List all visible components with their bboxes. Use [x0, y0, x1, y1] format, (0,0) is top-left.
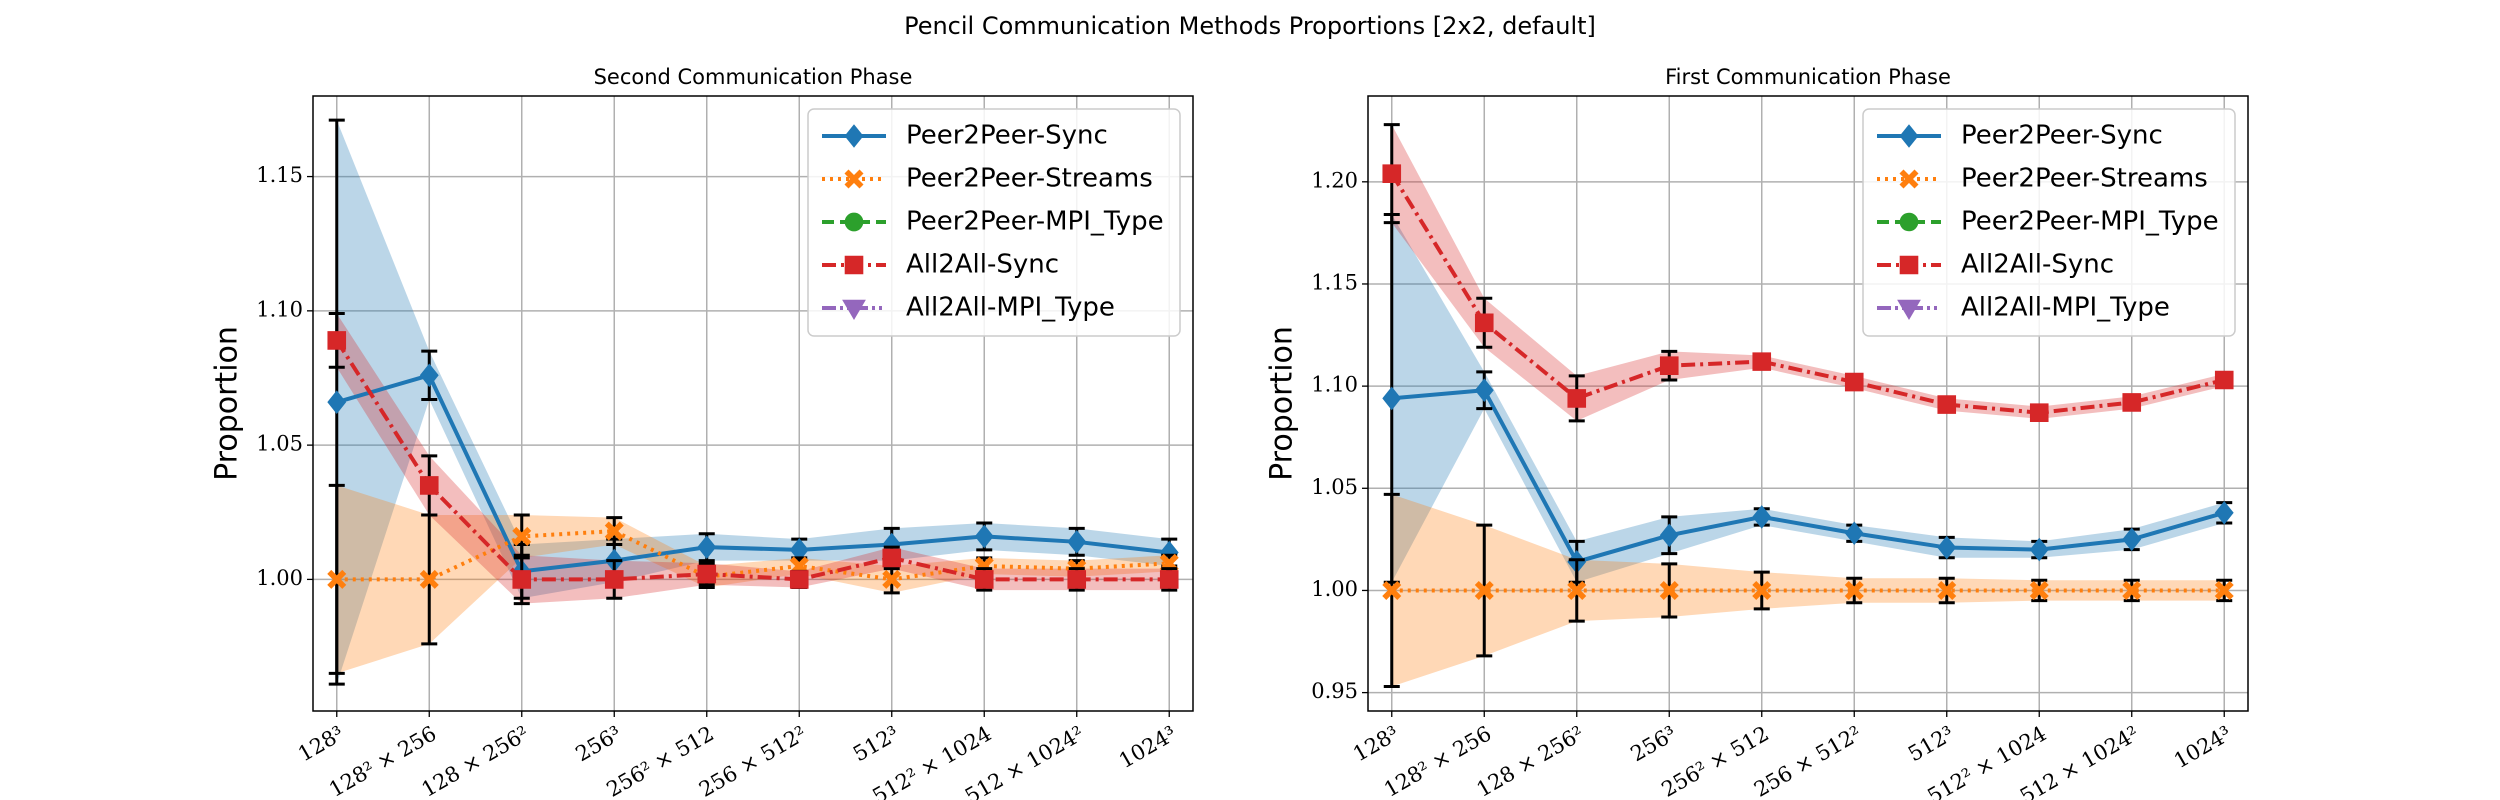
- marker: [1659, 523, 1679, 548]
- legend-label: All2All-Sync: [906, 250, 1059, 280]
- legend-label: Peer2Peer-Sync: [1961, 121, 2163, 151]
- marker: [974, 524, 994, 549]
- y-tick-label: 0.95: [1311, 679, 1358, 703]
- marker: [697, 535, 717, 559]
- marker: [2029, 403, 2049, 422]
- marker: [419, 476, 439, 495]
- legend-marker: [1899, 169, 1919, 189]
- y-tick-label: 1.10: [1311, 373, 1358, 397]
- y-tick-label: 1.20: [1311, 168, 1358, 192]
- figure-title: Pencil Communication Methods Proportions…: [904, 12, 1596, 40]
- marker: [327, 390, 347, 414]
- marker: [1937, 580, 1957, 600]
- marker: [1382, 580, 1402, 600]
- error-band: [336, 485, 1170, 674]
- marker: [419, 569, 439, 589]
- legend-label: All2All-Sync: [1961, 250, 2114, 280]
- marker: [2214, 370, 2234, 390]
- axes-frame: [312, 95, 1194, 712]
- legend-marker: [844, 169, 864, 189]
- marker: [1067, 570, 1087, 589]
- legend-marker: [842, 299, 866, 320]
- series-line: [335, 339, 1170, 582]
- marker: [697, 564, 717, 584]
- legend-box: [1862, 108, 2236, 337]
- error-band: [336, 120, 1170, 685]
- marker: [789, 570, 809, 589]
- error-band: [1391, 214, 2225, 583]
- marker: [419, 363, 439, 388]
- legend-marker: [1897, 299, 1921, 320]
- series-line: [1390, 172, 2225, 415]
- legend-label: Peer2Peer-Sync: [906, 121, 1108, 151]
- y-tick-label: 1.15: [1311, 270, 1358, 294]
- legend-marker: [844, 255, 864, 275]
- legend-marker: [844, 124, 864, 148]
- marker: [1659, 356, 1679, 376]
- marker: [882, 548, 902, 568]
- legend-label: Peer2Peer-Streams: [906, 164, 1153, 194]
- y-tick-label: 1.15: [256, 163, 303, 187]
- marker: [2029, 537, 2049, 562]
- marker: [1474, 378, 1494, 403]
- subplot-title: First Communication Phase: [1665, 65, 1951, 89]
- subplot-title: Second Communication Phase: [594, 65, 913, 89]
- y-axis-label: Proportion: [1265, 326, 1300, 481]
- series-line: [1391, 388, 2225, 565]
- legend-label: All2All-MPI_Type: [906, 293, 1115, 323]
- marker: [1659, 580, 1679, 600]
- axes-frame: [1367, 95, 2249, 712]
- marker: [1067, 530, 1087, 554]
- y-tick-label: 1.05: [256, 432, 303, 456]
- y-axis-label: Proportion: [210, 326, 245, 481]
- legend-marker: [844, 212, 864, 232]
- marker: [1844, 372, 1864, 392]
- marker: [1752, 580, 1772, 600]
- marker: [604, 521, 624, 541]
- y-tick-label: 1.00: [256, 566, 303, 590]
- marker: [1382, 164, 1402, 183]
- marker: [1752, 352, 1772, 371]
- marker: [1567, 389, 1587, 408]
- legend-marker: [1899, 255, 1919, 275]
- marker: [2122, 393, 2142, 412]
- marker: [1474, 580, 1494, 600]
- marker: [974, 570, 994, 589]
- series-line: [336, 372, 1170, 574]
- legend-marker: [1899, 124, 1919, 148]
- marker: [882, 569, 902, 589]
- marker: [1752, 505, 1772, 529]
- marker: [2029, 580, 2049, 600]
- legend-label: Peer2Peer-Streams: [1961, 164, 2208, 194]
- legend-label: Peer2Peer-MPI_Type: [1961, 207, 2219, 237]
- marker: [1382, 386, 1402, 411]
- marker: [1937, 395, 1957, 414]
- marker: [2214, 501, 2234, 525]
- marker: [327, 569, 347, 589]
- y-tick-label: 1.00: [1311, 577, 1358, 601]
- y-tick-label: 1.05: [1311, 475, 1358, 499]
- marker: [512, 570, 532, 589]
- marker: [1159, 570, 1179, 589]
- marker: [1474, 313, 1494, 333]
- marker: [327, 331, 347, 350]
- legend-label: All2All-MPI_Type: [1961, 293, 2170, 323]
- legend-box: [807, 108, 1181, 337]
- legend-label: Peer2Peer-MPI_Type: [906, 207, 1164, 237]
- marker: [2122, 580, 2142, 600]
- y-tick-label: 1.10: [256, 297, 303, 321]
- marker: [1937, 535, 1957, 560]
- marker: [1567, 580, 1587, 600]
- marker: [2214, 580, 2234, 600]
- marker: [2122, 527, 2142, 552]
- marker: [1844, 580, 1864, 600]
- marker: [512, 526, 532, 546]
- marker: [1844, 521, 1864, 546]
- legend-marker: [1899, 212, 1919, 232]
- marker: [604, 570, 624, 589]
